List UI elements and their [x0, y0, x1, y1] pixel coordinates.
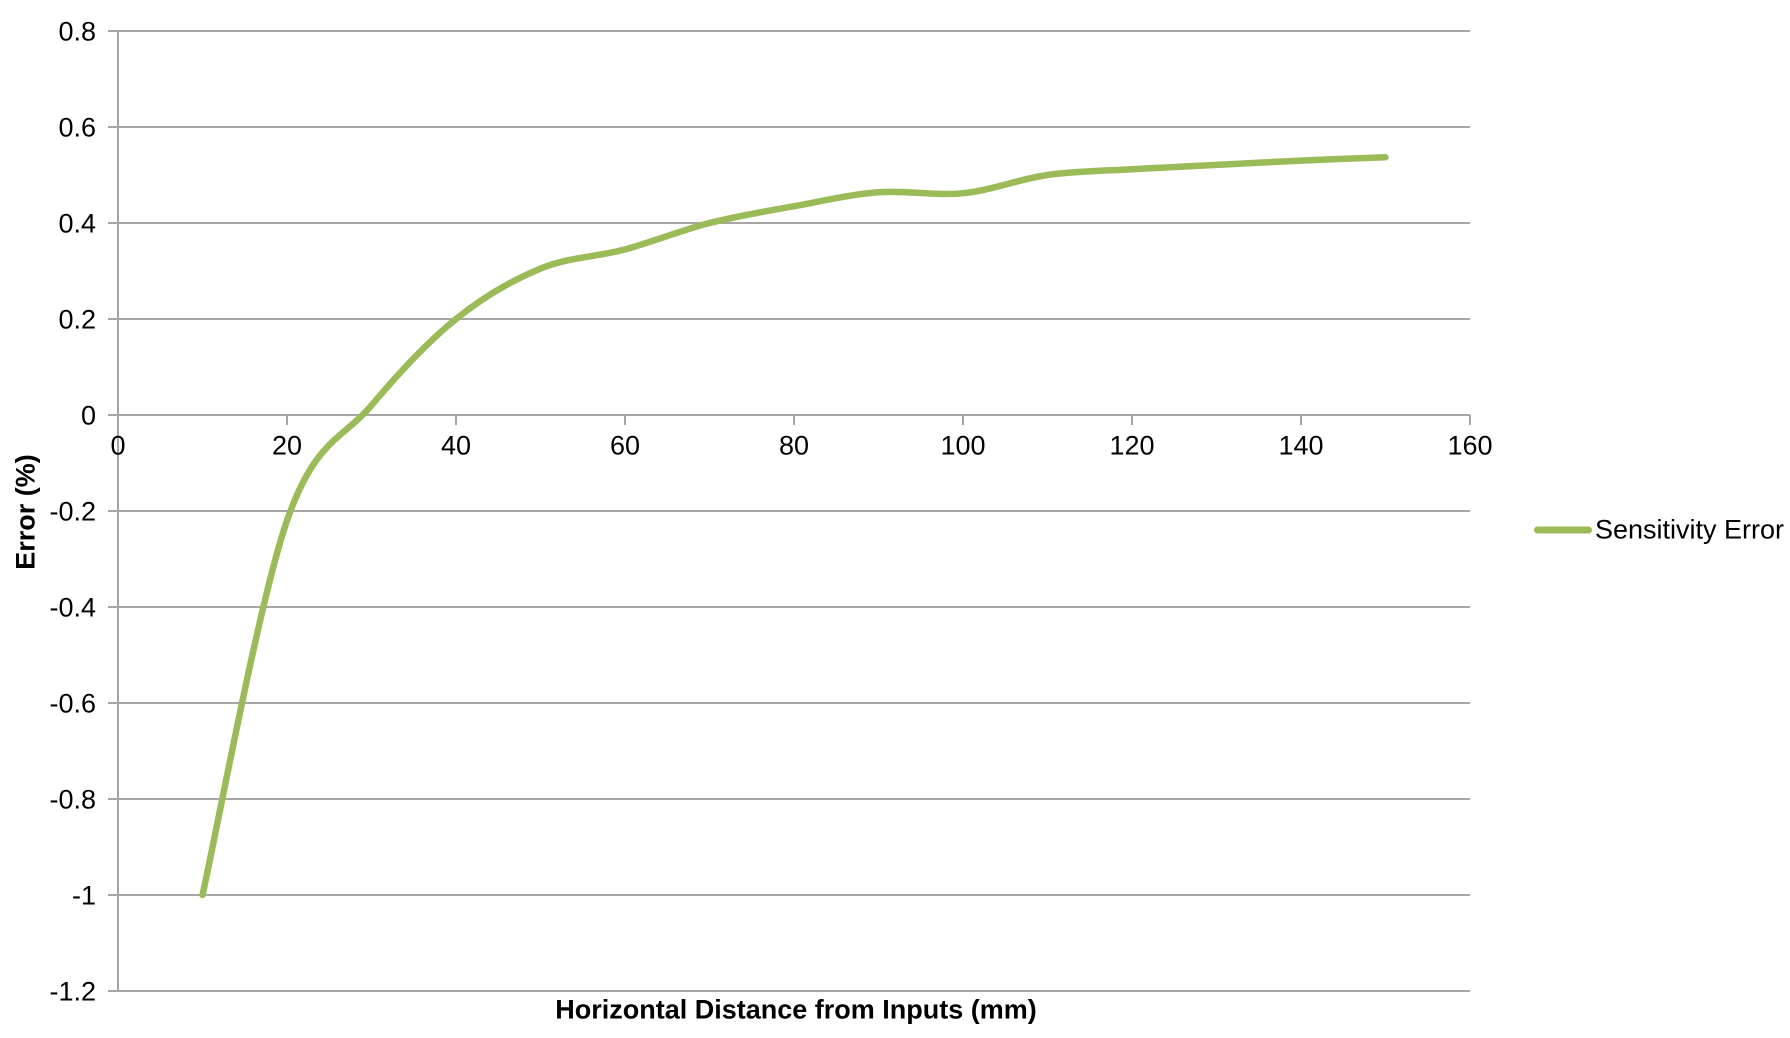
x-tick-label: 80: [779, 430, 809, 460]
x-tick-label: 60: [610, 430, 640, 460]
y-tick-label: 0.8: [58, 16, 96, 46]
legend-line-swatch: [1534, 526, 1592, 534]
x-tick-label: 120: [1109, 430, 1154, 460]
x-tick-label: 100: [940, 430, 985, 460]
series-line-sensitivity-error: [199, 153, 1389, 899]
y-tick-label: 0.2: [58, 304, 96, 334]
legend-label: Sensitivity Error: [1595, 514, 1785, 545]
y-tick-label: 0.4: [58, 208, 96, 238]
y-tick-label: -0.8: [49, 784, 96, 814]
y-axis-title: Error (%): [10, 454, 41, 570]
x-tick-label: 140: [1278, 430, 1323, 460]
y-tick-label: 0: [81, 400, 96, 430]
y-tick-label: -1.2: [49, 976, 96, 1006]
x-axis-title: Horizontal Distance from Inputs (mm): [555, 994, 1037, 1025]
y-tick-label: -0.6: [49, 688, 96, 718]
x-tick-label: 20: [272, 430, 302, 460]
legend: Sensitivity Error: [1534, 514, 1785, 545]
x-tick-label: 0: [110, 430, 125, 460]
y-tick-label: -0.4: [49, 592, 96, 622]
x-tick-label: 40: [441, 430, 471, 460]
y-tick-label: -0.2: [49, 496, 96, 526]
y-tick-label: -1: [72, 880, 96, 910]
y-tick-label: 0.6: [58, 112, 96, 142]
x-tick-label: 160: [1447, 430, 1492, 460]
